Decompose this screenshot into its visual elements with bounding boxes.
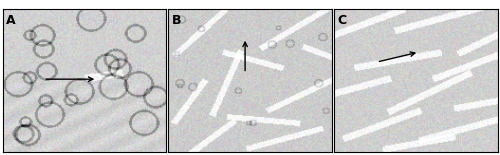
Text: B: B [172, 14, 181, 27]
Text: C: C [338, 14, 346, 27]
Text: A: A [6, 14, 16, 27]
